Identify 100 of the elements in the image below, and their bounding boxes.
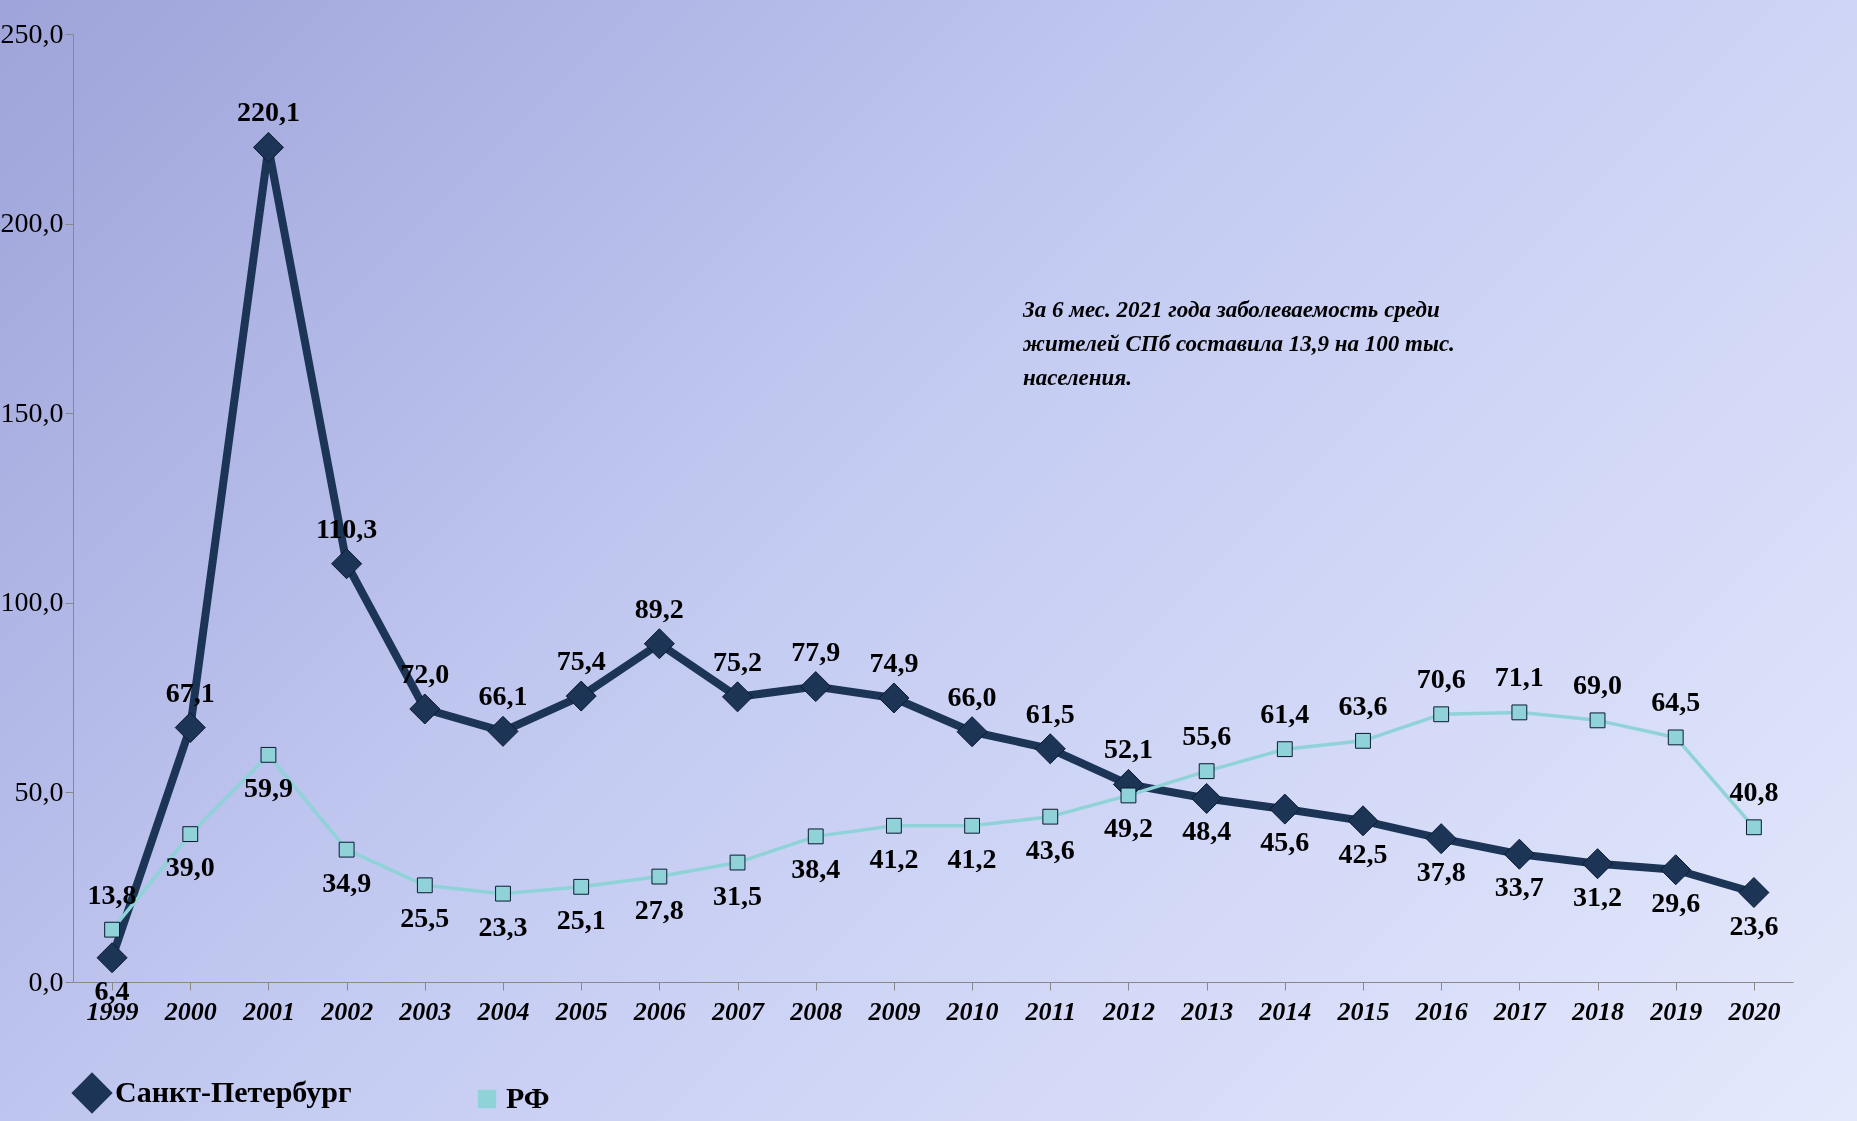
x-tick-label: 2010	[945, 996, 999, 1026]
point	[174, 712, 206, 744]
x-tick-label: 2019	[1649, 996, 1703, 1026]
data-label: 55,6	[1182, 720, 1232, 752]
data-label: 70,6	[1416, 663, 1466, 695]
point	[1120, 787, 1137, 804]
data-label: 49,2	[1103, 812, 1153, 844]
x-tick-label: 2007	[711, 996, 766, 1026]
point	[495, 885, 511, 902]
data-label: 31,5	[713, 879, 763, 911]
data-label: 41,2	[947, 842, 997, 874]
point	[487, 715, 519, 747]
point	[885, 817, 902, 834]
legend-label: РФ	[506, 1081, 550, 1114]
point	[1355, 732, 1371, 749]
data-label: 25,1	[556, 903, 606, 935]
data-label: 39,0	[165, 851, 215, 883]
legend-label: Санкт-Петербург	[115, 1075, 352, 1108]
data-label: 61,5	[1025, 697, 1075, 729]
data-label: 66,0	[947, 680, 997, 712]
point	[1660, 854, 1692, 886]
point	[1745, 819, 1762, 836]
data-label: 42,5	[1338, 837, 1388, 869]
data-label: 23,6	[1729, 909, 1779, 941]
point	[1425, 823, 1457, 855]
point	[1511, 704, 1528, 721]
point	[260, 746, 277, 763]
y-tick-label: 100,0	[0, 586, 64, 618]
x-tick-label: 2015	[1336, 996, 1390, 1026]
data-label: 64,5	[1651, 686, 1701, 718]
point	[956, 716, 988, 748]
data-label: 66,1	[478, 680, 528, 712]
data-label: 69,0	[1573, 669, 1623, 701]
point	[878, 682, 910, 714]
data-label: 25,5	[400, 902, 450, 934]
point	[331, 548, 363, 580]
data-label: 63,6	[1338, 689, 1388, 721]
y-tick-label: 50,0	[14, 775, 64, 807]
point	[1034, 733, 1066, 765]
point	[1191, 782, 1223, 814]
point	[722, 681, 754, 713]
data-label: 59,9	[243, 771, 293, 803]
point	[1198, 763, 1215, 780]
x-tick-label: 2011	[1024, 996, 1077, 1026]
data-label: 71,1	[1494, 661, 1544, 693]
data-label: 40,8	[1729, 776, 1779, 808]
x-tick-label: 2018	[1571, 996, 1625, 1026]
x-tick-label: 2002	[320, 996, 374, 1026]
data-label: 31,2	[1573, 880, 1623, 912]
data-label: 27,8	[634, 893, 684, 925]
point	[565, 680, 597, 712]
x-tick-label: 2005	[554, 996, 608, 1026]
point	[1433, 706, 1450, 723]
point	[807, 828, 824, 845]
point	[182, 826, 199, 843]
point	[651, 868, 668, 885]
data-label: 43,6	[1025, 833, 1075, 865]
x-tick-label: 2017	[1492, 996, 1547, 1026]
x-tick-label: 2012	[1101, 996, 1155, 1026]
x-tick-label: 2020	[1727, 996, 1781, 1026]
data-label: 89,2	[634, 592, 684, 624]
point	[1738, 877, 1770, 909]
annotation: За 6 мес. 2021 года заболеваемость среди жителей СПб составила 13,9 на 100 тыс. населения.	[1022, 297, 1455, 390]
point	[729, 854, 746, 871]
x-tick-label: 2003	[398, 996, 452, 1026]
point	[338, 841, 355, 858]
y-tick-label: 150,0	[0, 396, 64, 428]
x-tick-label: 2001	[241, 996, 295, 1026]
data-label: 33,7	[1494, 871, 1544, 903]
point	[1667, 729, 1684, 746]
point	[573, 878, 590, 895]
data-label: 38,4	[791, 853, 841, 885]
x-tick-label: 2013	[1180, 996, 1234, 1026]
point	[1589, 712, 1606, 729]
x-tick-label: 2004	[476, 996, 530, 1026]
data-label: 29,6	[1651, 886, 1701, 918]
point	[964, 817, 981, 834]
x-tick-label: 2008	[789, 996, 843, 1026]
x-tick-label: 2000	[163, 996, 217, 1026]
data-label: 220,1	[236, 96, 300, 128]
data-label: 41,2	[869, 842, 919, 874]
data-label: 75,4	[556, 645, 606, 677]
point	[800, 671, 832, 703]
data-label: 52,1	[1103, 733, 1153, 765]
x-tick-label: 2014	[1258, 996, 1312, 1026]
data-label: 75,2	[713, 645, 763, 677]
x-tick-label: 2009	[867, 996, 921, 1026]
data-label: 61,4	[1260, 698, 1310, 730]
point	[252, 131, 284, 163]
point	[1582, 848, 1614, 880]
point	[416, 877, 433, 894]
y-tick-label: 200,0	[0, 207, 64, 239]
point	[96, 942, 128, 974]
point	[1276, 741, 1293, 758]
y-tick-label: 0,0	[28, 965, 64, 997]
point	[1269, 793, 1301, 825]
data-label: 37,8	[1416, 855, 1466, 887]
x-tick-label: 2016	[1414, 996, 1468, 1026]
point	[1347, 805, 1379, 837]
point	[1042, 808, 1059, 825]
